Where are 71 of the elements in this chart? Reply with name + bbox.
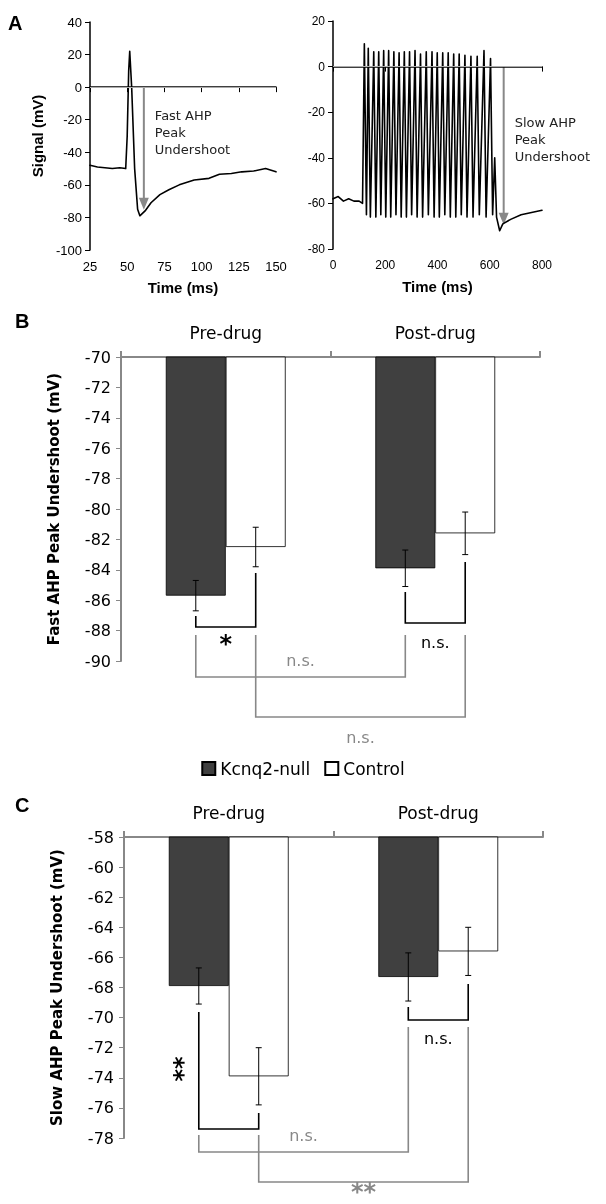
y-tick-label: -88 bbox=[84, 621, 111, 641]
text: ** bbox=[350, 1178, 377, 1204]
y-tick-label: 0 bbox=[74, 79, 82, 95]
y-tick-label: -60 bbox=[307, 196, 326, 211]
y-tick-label: -76 bbox=[84, 438, 111, 458]
annotation: Fast AHP Peak Undershoot bbox=[154, 108, 231, 158]
y-tick-label: -76 bbox=[87, 1098, 114, 1118]
y-tick-label: -20 bbox=[63, 112, 82, 128]
y-tick-label: -62 bbox=[87, 887, 114, 907]
text: n.s. bbox=[346, 727, 375, 747]
x-tick-label: 600 bbox=[479, 258, 501, 272]
x-tick-label: 75 bbox=[157, 259, 172, 274]
y-tick-label: -80 bbox=[307, 242, 326, 256]
annotation: n.s. bbox=[286, 650, 315, 670]
annotation: Slow AHP Peak Undershoot bbox=[514, 114, 591, 164]
y-tick-label: -68 bbox=[87, 978, 114, 997]
y-tick-label: -82 bbox=[84, 529, 111, 549]
y-tick-label: -58 bbox=[87, 827, 114, 847]
y-tick-label: -20 bbox=[307, 105, 326, 120]
x-tick-label: Post-drug bbox=[397, 802, 479, 823]
y-axis-title: Slow AHP Peak Undershoot (mV) bbox=[47, 849, 66, 1126]
y-tick-label: -66 bbox=[87, 947, 114, 967]
annotation: n.s. bbox=[420, 632, 450, 652]
y-tick-label: -70 bbox=[84, 347, 111, 367]
x-tick-label: 100 bbox=[190, 259, 213, 274]
y-tick-label: 0 bbox=[318, 59, 326, 74]
y-tick-label: -78 bbox=[87, 1128, 114, 1148]
x-tick-label: 800 bbox=[531, 258, 553, 272]
x-tick-label: 25 bbox=[82, 259, 98, 274]
x-axis-title: Time (ms) bbox=[147, 279, 219, 296]
y-tick-label: -86 bbox=[84, 590, 111, 610]
annotation: ** bbox=[168, 1056, 197, 1082]
y-tick-label: -78 bbox=[84, 469, 111, 489]
annotation: n.s. bbox=[423, 1028, 453, 1048]
y-tick-label: -72 bbox=[87, 1038, 114, 1058]
y-tick-label: -64 bbox=[87, 917, 114, 937]
y-tick-label: -40 bbox=[307, 150, 326, 165]
y-tick-label: 20 bbox=[311, 14, 326, 28]
text: B bbox=[15, 310, 30, 332]
x-tick-label: 125 bbox=[227, 259, 250, 274]
x-tick-label: 200 bbox=[375, 258, 396, 272]
y-tick-label: -84 bbox=[84, 560, 111, 580]
legend-label: Control bbox=[343, 758, 405, 779]
y-tick-label: -40 bbox=[63, 144, 82, 160]
y-tick-label: -80 bbox=[63, 209, 82, 225]
y-tick-label: -60 bbox=[87, 857, 114, 877]
y-tick-label: -74 bbox=[87, 1068, 114, 1088]
y-axis-title: Fast AHP Peak Undershoot (mV) bbox=[44, 372, 63, 646]
x-axis-title: Time (ms) bbox=[402, 278, 473, 295]
y-tick-label: -74 bbox=[84, 408, 111, 428]
text: A bbox=[8, 12, 23, 34]
legend-label: Kcnq2-null bbox=[220, 758, 311, 779]
x-tick-label: 150 bbox=[265, 259, 287, 274]
x-tick-label: Pre-drug bbox=[189, 322, 263, 343]
y-tick-label: -100 bbox=[55, 242, 82, 258]
text: C bbox=[15, 794, 30, 816]
y-tick-label: -60 bbox=[63, 177, 82, 193]
x-tick-label: 0 bbox=[329, 258, 337, 272]
annotation: n.s. bbox=[289, 1125, 318, 1145]
y-tick-label: -80 bbox=[84, 499, 111, 519]
y-tick-label: -90 bbox=[84, 651, 111, 671]
x-tick-label: Pre-drug bbox=[192, 802, 266, 823]
y-tick-label: 20 bbox=[67, 47, 82, 63]
y-tick-label: 40 bbox=[67, 14, 82, 30]
annotation: * bbox=[219, 630, 233, 658]
y-axis-title: Signal (mV) bbox=[29, 94, 47, 178]
y-tick-label: -72 bbox=[84, 377, 111, 397]
y-tick-label: -70 bbox=[87, 1008, 114, 1028]
x-tick-label: Post-drug bbox=[394, 322, 476, 343]
x-tick-label: 400 bbox=[427, 258, 448, 272]
x-tick-label: 50 bbox=[119, 259, 135, 274]
